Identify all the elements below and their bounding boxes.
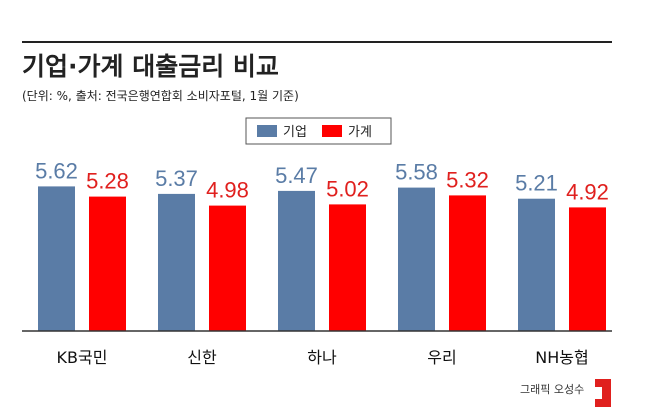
legend-label-가계: 가계	[348, 125, 372, 140]
value-label-기업-신한: 5.37	[155, 166, 198, 191]
bar-기업-NH농협	[518, 198, 555, 331]
bar-가계-KB국민	[89, 196, 126, 331]
value-label-기업-KB국민: 5.62	[35, 158, 78, 183]
category-label-NH농협: NH농협	[535, 348, 588, 367]
value-label-기업-하나: 5.47	[275, 163, 318, 188]
graphic-credit: 그래픽 오성수	[520, 383, 584, 396]
bar-기업-하나	[278, 190, 315, 331]
bar-가계-하나	[329, 204, 366, 331]
value-label-가계-KB국민: 5.28	[86, 169, 129, 194]
bar-기업-KB국민	[38, 186, 75, 331]
bar-가계-NH농협	[569, 207, 606, 331]
red-square-bracket-logo	[595, 379, 611, 407]
legend-swatch-가계	[322, 125, 342, 137]
legend-label-기업: 기업	[283, 125, 307, 140]
page-subtitle: (단위: %, 출처: 전국은행연합회 소비자포털, 1월 기준)	[22, 88, 299, 103]
category-label-KB국민: KB국민	[57, 348, 108, 367]
value-label-기업-NH농협: 5.21	[515, 171, 558, 196]
page-title: 기업·가계 대출금리 비교	[22, 52, 279, 81]
category-labels-group: KB국민 신한 하나 우리 NH농협	[57, 348, 589, 367]
category-label-우리: 우리	[427, 348, 456, 367]
category-label-신한: 신한	[187, 348, 217, 367]
legend: 기업 가계	[245, 117, 392, 145]
bar-기업-신한	[158, 193, 195, 331]
value-labels-group: 5.62 5.28 5.37 4.98 5.47 5.02 5.58 5.32 5.21 4.92	[35, 158, 609, 204]
logo-bracket-shape	[595, 379, 611, 407]
bar-가계-신한	[209, 205, 246, 331]
bars-group	[38, 186, 606, 331]
bar-가계-우리	[449, 195, 486, 331]
value-label-가계-우리: 5.32	[446, 167, 489, 192]
value-label-가계-하나: 5.02	[326, 176, 369, 201]
category-label-하나: 하나	[307, 348, 337, 367]
legend-swatch-기업	[257, 125, 277, 137]
value-label-가계-신한: 4.98	[206, 178, 249, 203]
value-label-기업-우리: 5.58	[395, 160, 438, 185]
legend-frame	[245, 117, 392, 145]
value-label-가계-NH농협: 4.92	[566, 179, 609, 204]
bar-기업-우리	[398, 187, 435, 331]
